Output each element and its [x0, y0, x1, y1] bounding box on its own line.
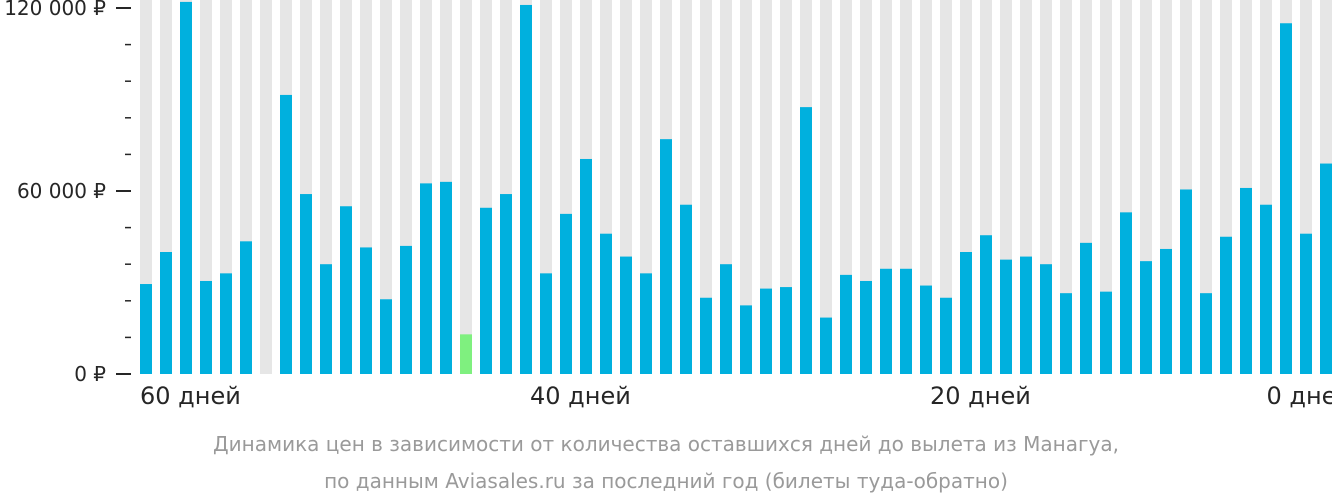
price-bar[interactable]: [1280, 23, 1292, 374]
price-bar[interactable]: [380, 299, 392, 374]
price-bar[interactable]: [1120, 212, 1132, 374]
price-bar[interactable]: [540, 273, 552, 374]
price-bar[interactable]: [400, 245, 412, 374]
price-bar[interactable]: [1200, 293, 1212, 374]
background-stripes: [140, 0, 1332, 374]
price-bar[interactable]: [180, 1, 192, 375]
price-bar[interactable]: [800, 107, 812, 374]
price-bar[interactable]: [960, 252, 972, 374]
price-bar[interactable]: [700, 297, 712, 374]
price-bar[interactable]: [920, 285, 932, 374]
price-bar[interactable]: [720, 264, 732, 374]
price-bar[interactable]: [1220, 236, 1232, 374]
price-bar[interactable]: [820, 317, 832, 374]
price-bar[interactable]: [440, 181, 452, 374]
price-bar[interactable]: [780, 287, 792, 374]
price-bar[interactable]: [220, 273, 232, 374]
background-stripe: [920, 0, 932, 374]
price-bar[interactable]: [320, 264, 332, 374]
price-bar[interactable]: [600, 233, 612, 374]
price-bar[interactable]: [300, 194, 312, 374]
price-bar[interactable]: [1320, 163, 1332, 374]
bars: [140, 1, 1332, 375]
price-bar[interactable]: [980, 235, 992, 374]
background-stripe: [780, 0, 792, 374]
background-stripe: [260, 0, 272, 374]
price-bar[interactable]: [640, 273, 652, 374]
price-bar[interactable]: [1080, 242, 1092, 374]
price-bar[interactable]: [500, 194, 512, 374]
background-stripe: [740, 0, 752, 374]
background-stripe: [380, 0, 392, 374]
price-bar[interactable]: [160, 252, 172, 374]
background-stripe: [940, 0, 952, 374]
y-tick-label: 120 000 ₽: [4, 0, 106, 20]
price-bar[interactable]: [1300, 233, 1312, 374]
chart-caption-line-1: Динамика цен в зависимости от количества…: [213, 432, 1119, 456]
background-stripe: [1060, 0, 1072, 374]
background-stripe: [460, 0, 472, 374]
background-stripe: [1200, 0, 1212, 374]
price-bar[interactable]: [1240, 187, 1252, 374]
price-bar[interactable]: [680, 204, 692, 374]
x-tick-label: 60 дней: [140, 382, 241, 410]
x-tick-label: 0 дней: [1266, 382, 1332, 410]
x-axis: 60 дней 40 дней 20 дней 0 дней: [140, 382, 1332, 410]
x-tick-label: 40 дней: [530, 382, 631, 410]
price-bar[interactable]: [1000, 259, 1012, 374]
background-stripe: [760, 0, 772, 374]
price-bar[interactable]: [760, 288, 772, 374]
price-bar[interactable]: [880, 268, 892, 374]
background-stripe: [1100, 0, 1112, 374]
price-bar[interactable]: [480, 207, 492, 374]
price-bar[interactable]: [900, 268, 912, 374]
price-bar[interactable]: [280, 94, 292, 375]
price-bar[interactable]: [580, 158, 592, 374]
price-bar[interactable]: [360, 247, 372, 374]
bar-chart: 0 ₽ 60 000 ₽ 120 000 ₽ 60 дней 40 дней 20 дн…: [4, 0, 1332, 410]
background-stripe: [860, 0, 872, 374]
price-bar[interactable]: [520, 4, 532, 374]
chart-caption-line-2: по данным Aviasales.ru за последний год …: [324, 469, 1008, 493]
price-bar[interactable]: [740, 305, 752, 374]
price-bar-highlight[interactable]: [460, 334, 472, 374]
price-bar[interactable]: [340, 206, 352, 374]
y-tick-label: 0 ₽: [74, 362, 106, 386]
background-stripe: [700, 0, 712, 374]
y-axis: 0 ₽ 60 000 ₽ 120 000 ₽: [4, 0, 131, 386]
background-stripe: [200, 0, 212, 374]
price-bar[interactable]: [140, 284, 152, 374]
price-bar[interactable]: [940, 297, 952, 374]
price-bar[interactable]: [200, 280, 212, 374]
price-bar[interactable]: [1020, 256, 1032, 374]
background-stripe: [820, 0, 832, 374]
price-bar[interactable]: [560, 213, 572, 374]
price-bar[interactable]: [1160, 248, 1172, 374]
x-tick-label: 20 дней: [930, 382, 1031, 410]
price-bar[interactable]: [860, 280, 872, 374]
price-bar[interactable]: [240, 241, 252, 374]
price-bar[interactable]: [620, 256, 632, 374]
price-bar[interactable]: [1040, 264, 1052, 374]
price-bar[interactable]: [1100, 291, 1112, 374]
price-bar[interactable]: [1260, 204, 1272, 374]
price-bar[interactable]: [1180, 189, 1192, 374]
price-bar[interactable]: [420, 183, 432, 374]
price-bar[interactable]: [1140, 261, 1152, 374]
price-bar[interactable]: [1060, 293, 1072, 374]
price-bar[interactable]: [660, 139, 672, 374]
background-stripe: [140, 0, 152, 374]
price-bar[interactable]: [840, 274, 852, 374]
y-tick-label: 60 000 ₽: [17, 179, 106, 203]
